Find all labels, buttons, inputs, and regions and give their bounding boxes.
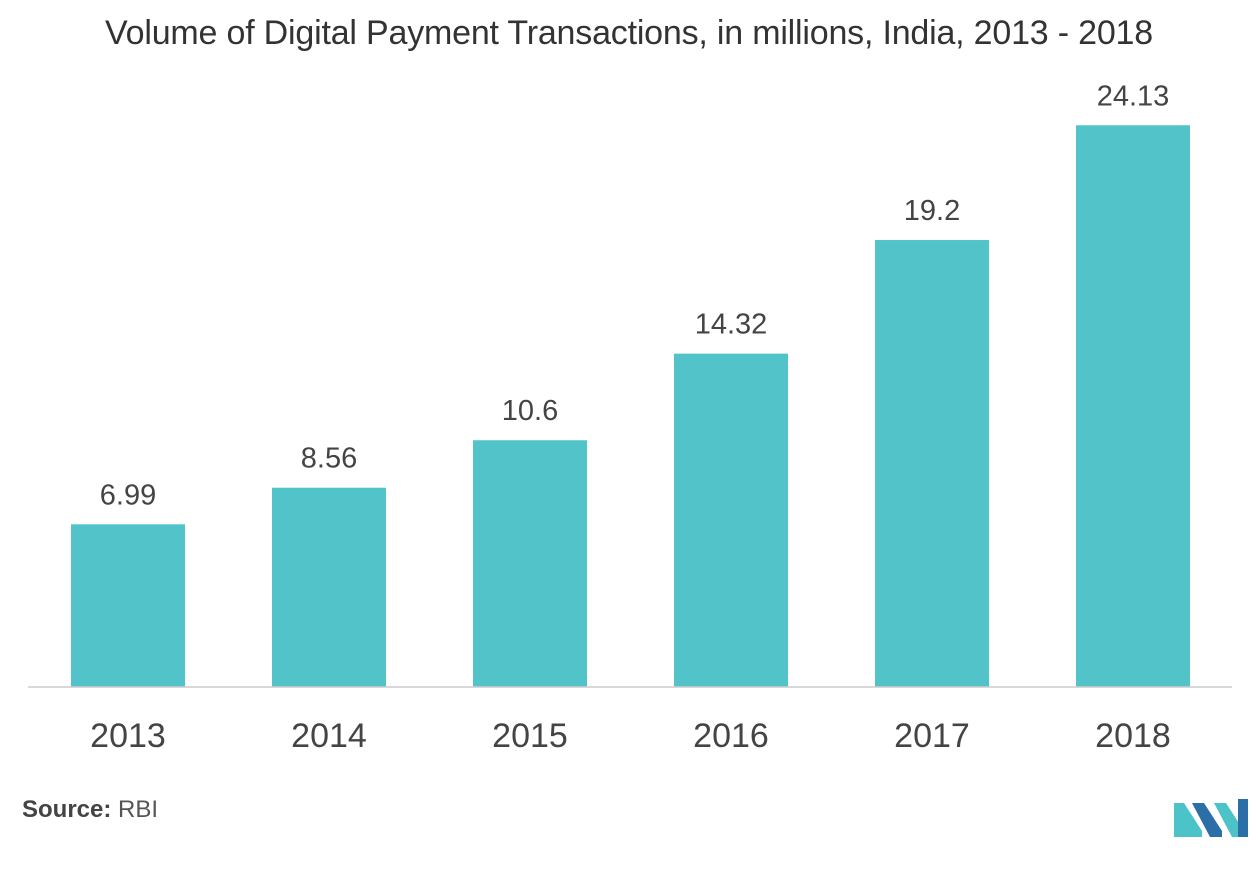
tick-label-2015: 2015: [492, 717, 568, 755]
bar-2015: [473, 440, 587, 687]
tick-label-2014: 2014: [291, 717, 367, 755]
tick-label-2017: 2017: [894, 717, 970, 755]
chart-title: Volume of Digital Payment Transactions, …: [105, 14, 1153, 52]
value-label-2014: 8.56: [301, 443, 357, 475]
logo-right-stroke: [1214, 803, 1244, 837]
value-label-2017: 19.2: [904, 195, 960, 227]
logo-mid-stroke: [1192, 803, 1222, 837]
bar-2016: [674, 353, 788, 687]
value-label-2015: 10.6: [502, 395, 558, 427]
tick-label-2013: 2013: [90, 717, 166, 755]
value-labels-group: 6.99 8.56 10.6 14.32 19.2 24.13: [100, 80, 1170, 511]
tick-label-2018: 2018: [1095, 717, 1171, 755]
bar-2018: [1076, 125, 1190, 687]
source-note: Source: RBI: [22, 796, 158, 824]
logo-right-bar: [1238, 799, 1248, 837]
tick-label-2016: 2016: [693, 717, 769, 755]
value-label-2013: 6.99: [100, 479, 156, 511]
brand-logo: [1174, 799, 1248, 837]
value-label-2016: 14.32: [695, 309, 768, 341]
bar-2013: [71, 524, 185, 687]
x-tick-labels-group: 2013 2014 2015 2016 2017 2018: [90, 717, 1171, 755]
bar-2017: [875, 240, 989, 688]
source-value: RBI: [118, 796, 159, 823]
logo-left-stroke: [1174, 803, 1202, 837]
bar-2014: [272, 487, 386, 687]
source-label: Source:: [22, 796, 112, 823]
value-label-2018: 24.13: [1097, 80, 1170, 112]
bars-group: [71, 125, 1190, 688]
